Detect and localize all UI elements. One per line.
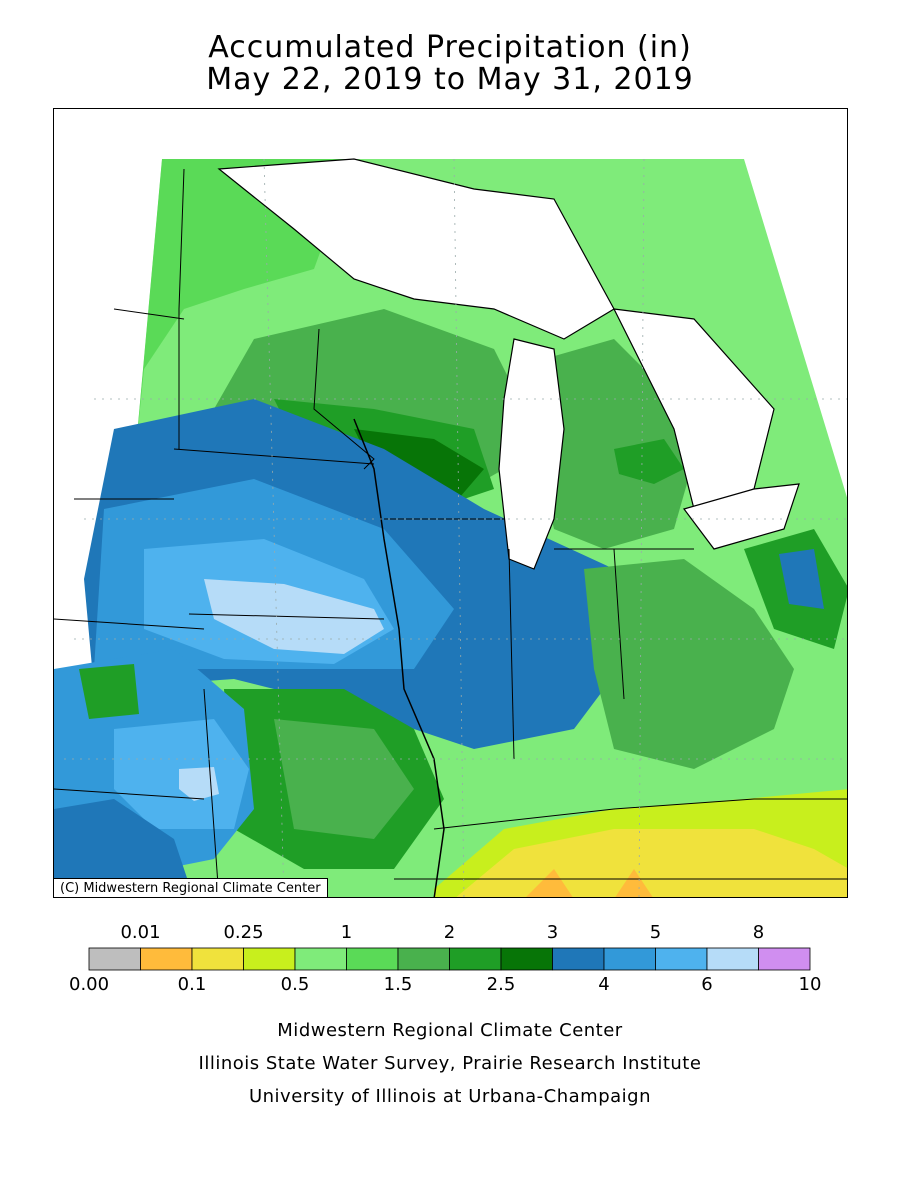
legend-swatch	[191, 947, 244, 971]
legend-swatch	[449, 947, 502, 971]
map-canvas	[54, 109, 847, 897]
legend-bottom-label: 0.5	[280, 974, 310, 995]
legend-swatch	[500, 947, 553, 971]
boundary-in-oh	[613, 548, 625, 700]
zone-michigan-spot	[614, 439, 684, 484]
map-credit: (C) Midwestern Regional Climate Center	[54, 878, 328, 897]
legend-swatch	[140, 947, 193, 971]
boundary-nd-sd	[113, 308, 185, 320]
graticule-line	[263, 158, 285, 897]
legend-top-label: 8	[752, 922, 765, 943]
legend-bottom-label: 6	[701, 974, 713, 995]
legend-swatch	[243, 947, 296, 971]
graticule-line	[638, 158, 645, 897]
legend-swatch	[706, 947, 759, 971]
lake-michigan	[498, 338, 565, 570]
precipitation-map: (C) Midwestern Regional Climate Center	[53, 108, 848, 898]
zone-minnesota	[134, 159, 354, 469]
graticule-line	[453, 158, 465, 897]
legend-bottom-label: 10	[798, 974, 822, 995]
boundary-ky	[433, 798, 847, 830]
legend-top-label: 0.25	[223, 922, 264, 943]
zone-michigan	[534, 339, 694, 549]
legend-svg	[88, 947, 811, 971]
legend-swatch	[758, 947, 811, 971]
lake-erie	[682, 483, 800, 550]
zone-mo-west-dark	[54, 799, 194, 897]
legend-bottom-label: 0.00	[69, 974, 110, 995]
zone-indiana	[584, 559, 794, 769]
graticule	[64, 158, 847, 897]
legend-swatch	[552, 947, 605, 971]
legend-swatch	[397, 947, 450, 971]
legend-bottom-label: 4	[598, 974, 610, 995]
legend-swatch	[346, 947, 399, 971]
legend-top-label: 5	[649, 922, 662, 943]
boundary-ne-ks	[54, 618, 205, 630]
legend-bottom-label: 0.1	[177, 974, 207, 995]
boundary-mn-nd	[178, 168, 185, 449]
legend-swatch	[294, 947, 347, 971]
outside-domain-right	[744, 109, 847, 497]
legend-swatches	[88, 947, 811, 971]
boundary-il-in	[508, 548, 515, 760]
boundary-ks	[54, 788, 205, 800]
legend-top-label: 2	[443, 922, 456, 943]
legend-top-label: 1	[340, 922, 353, 943]
map-title: Accumulated Precipitation (in)	[208, 30, 692, 65]
lake-superior	[217, 158, 615, 340]
legend-bottom-label: 1.5	[383, 974, 413, 995]
footer-university: University of Illinois at Urbana-Champai…	[248, 1086, 652, 1107]
boundary-mn-ia	[173, 448, 375, 465]
legend-swatch	[88, 947, 141, 971]
zone-kentucky-orange	[526, 869, 653, 897]
zone-ohio-blue	[779, 549, 824, 609]
legend-swatch	[655, 947, 708, 971]
legend-top-label: 0.01	[120, 922, 161, 943]
map-date-range: May 22, 2019 to May 31, 2019	[206, 62, 694, 97]
legend-bottom-label: 2.5	[486, 974, 516, 995]
legend-swatch	[603, 947, 656, 971]
boundary-mo-w	[203, 688, 220, 897]
zone-mo-west-palest	[179, 767, 219, 801]
zone-ks-green	[79, 664, 139, 719]
footer-survey: Illinois State Water Survey, Prairie Res…	[198, 1053, 702, 1074]
color-legend: 0.01 0.25 1 2 3 5 8 0.00 0.1 0.5 1.5 2.5 4 6 10	[0, 918, 900, 998]
zone-missouri-mid	[274, 719, 414, 839]
footer-org: Midwestern Regional Climate Center	[277, 1020, 623, 1041]
legend-top-label: 3	[546, 922, 559, 943]
mississippi-river	[353, 418, 445, 897]
boundary-ia-mo	[188, 613, 385, 620]
